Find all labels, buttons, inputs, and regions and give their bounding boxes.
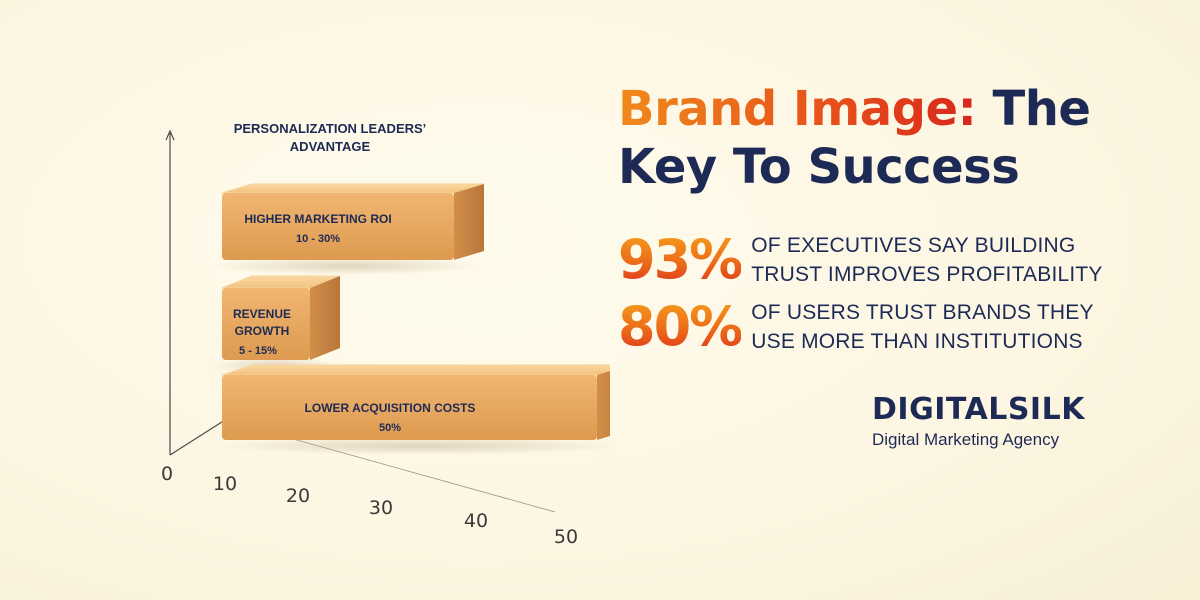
chart-title-line1: PERSONALIZATION LEADERS’ bbox=[234, 121, 427, 136]
x-tick-label: 10 bbox=[213, 473, 237, 495]
stat-1: 93% OF EXECUTIVES SAY BUILDING TRUST IMP… bbox=[618, 230, 1103, 290]
x-tick-label: 30 bbox=[369, 497, 393, 519]
title-rest: The bbox=[992, 81, 1091, 137]
bar-1-top-face bbox=[221, 183, 485, 194]
y-axis-arrow bbox=[165, 129, 175, 141]
bar-1-value-label: 10 - 30% bbox=[296, 233, 340, 245]
brand-logo: DIGITALSILK bbox=[872, 392, 1085, 428]
brand-logo-part2: SILK bbox=[1007, 392, 1085, 427]
stat-2-number: 80% bbox=[618, 295, 743, 358]
bar-3-value-label: 50% bbox=[379, 422, 401, 434]
bar-2-label: GROWTH bbox=[235, 324, 290, 338]
bar-chart: PERSONALIZATION LEADERS’ ADVANTAGE HIGHE… bbox=[161, 121, 610, 548]
bar-1-shadow bbox=[212, 257, 484, 275]
bar-3: LOWER ACQUISITION COSTS 50% bbox=[212, 364, 610, 455]
bar-3-label: LOWER ACQUISITION COSTS bbox=[305, 401, 476, 415]
stat-1-line1: OF EXECUTIVES SAY BUILDING bbox=[751, 234, 1076, 257]
stat-2-line1: OF USERS TRUST BRANDS THEY bbox=[751, 301, 1094, 324]
title-line2: Key To Success bbox=[618, 139, 1020, 195]
page-title: Brand Image: The Key To Success bbox=[618, 80, 1178, 196]
bar-3-top-face bbox=[221, 364, 610, 376]
bar-1-side-face bbox=[454, 184, 484, 260]
bar-2-label: REVENUE bbox=[233, 307, 291, 321]
stat-1-number: 93% bbox=[618, 228, 743, 291]
bar-2-front-face bbox=[222, 288, 310, 360]
bar-2: REVENUE GROWTH 5 - 15% bbox=[212, 275, 341, 375]
x-axis-line bbox=[169, 419, 226, 456]
bar-1-front-face bbox=[222, 193, 454, 260]
bars-group: HIGHER MARKETING ROI 10 - 30% REVENUE GROWT… bbox=[212, 183, 610, 455]
title-accent: Brand Image: bbox=[618, 81, 977, 137]
bar-1: HIGHER MARKETING ROI 10 - 30% bbox=[212, 183, 485, 275]
brand-tagline: Digital Marketing Agency bbox=[872, 430, 1060, 449]
headline-panel: Brand Image: The Key To Success 93% OF E… bbox=[618, 80, 1178, 449]
stat-1-line2: TRUST IMPROVES PROFITABILITY bbox=[751, 263, 1103, 286]
x-tick-labels: 0 10 20 30 40 50 bbox=[161, 463, 578, 548]
chart-title-line2: ADVANTAGE bbox=[290, 139, 371, 154]
bar-2-value-label: 5 - 15% bbox=[239, 345, 277, 357]
x-tick-label: 0 bbox=[161, 463, 173, 485]
x-tick-label: 20 bbox=[286, 485, 310, 507]
brand-block: DIGITALSILK Digital Marketing Agency bbox=[872, 392, 1085, 450]
stat-2-line2: USE MORE THAN INSTITUTIONS bbox=[751, 330, 1083, 353]
bar-2-side-face bbox=[310, 276, 340, 360]
stat-2-text: OF USERS TRUST BRANDS THEY USE MORE THAN… bbox=[751, 298, 1093, 356]
bar-3-shadow bbox=[212, 437, 610, 455]
bar-3-side-face bbox=[597, 370, 610, 440]
stat-1-text: OF EXECUTIVES SAY BUILDING TRUST IMPROVE… bbox=[751, 231, 1102, 289]
stat-2: 80% OF USERS TRUST BRANDS THEY USE MORE … bbox=[618, 297, 1094, 357]
bar-3-front-face bbox=[222, 375, 597, 440]
x-tick-label: 40 bbox=[464, 510, 488, 532]
brand-logo-part1: DIGITAL bbox=[872, 392, 1008, 427]
bar-1-label: HIGHER MARKETING ROI bbox=[244, 212, 391, 226]
x-tick-label: 50 bbox=[554, 526, 578, 548]
